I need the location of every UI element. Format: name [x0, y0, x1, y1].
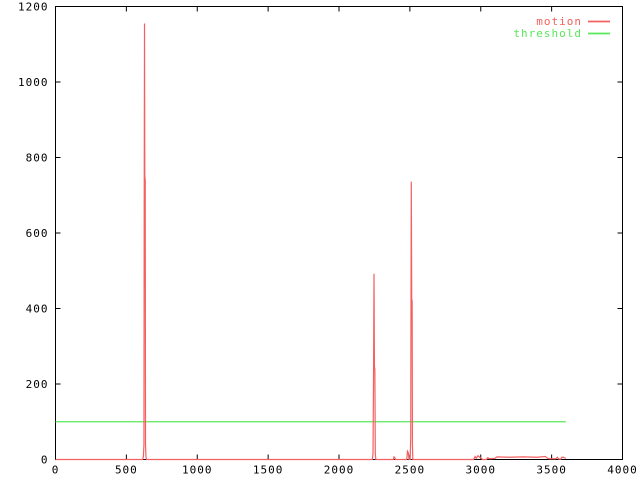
legend-label-threshold: threshold	[513, 27, 582, 40]
y-tick-label: 800	[26, 152, 49, 165]
axis-tick-labels: 0 500 1000 1500 2000 2500 3000 3500 4000 0 200 400 6…	[18, 1, 638, 477]
x-tick-label: 1000	[182, 464, 213, 477]
y-tick-label: 600	[26, 227, 49, 240]
y-tick-label: 1000	[18, 76, 49, 89]
x-tick-label: 2000	[324, 464, 355, 477]
plot-border	[55, 6, 623, 460]
y-tick-label: 1200	[18, 1, 49, 14]
y-tick-label: 200	[26, 378, 49, 391]
legend-label-motion: motion	[536, 15, 582, 28]
y-tick-label: 0	[41, 454, 49, 467]
x-tick-label: 2500	[395, 464, 426, 477]
axis-ticks	[55, 6, 623, 460]
x-tick-label: 4000	[607, 464, 638, 477]
legend: motion threshold	[513, 15, 610, 40]
series-line-motion	[55, 23, 567, 461]
x-tick-label: 3000	[466, 464, 497, 477]
x-tick-label: 3500	[536, 464, 567, 477]
data-series	[55, 23, 567, 461]
x-tick-label: 500	[115, 464, 138, 477]
y-tick-label: 400	[26, 303, 49, 316]
x-tick-label: 0	[52, 464, 60, 477]
x-tick-label: 1500	[253, 464, 284, 477]
